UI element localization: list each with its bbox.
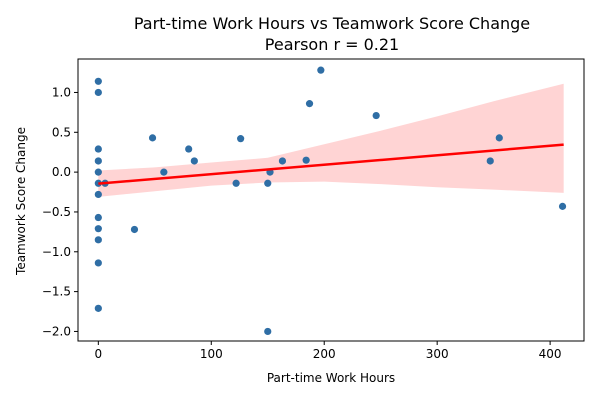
data-point (94, 236, 102, 244)
data-point (372, 111, 380, 120)
data-point (495, 134, 503, 142)
data-point (317, 66, 325, 74)
data-point (302, 156, 310, 164)
y-axis-ticks: −2.0 −1.5 −1.0 −0.5 0.0 0.5 1.0 (42, 85, 78, 338)
x-axis-label: Part-time Work Hours (267, 371, 395, 385)
data-point (190, 157, 198, 165)
data-point (264, 179, 272, 187)
regression-line-layer (98, 143, 564, 185)
x-axis-ticks: 0 100 200 300 400 (95, 341, 562, 361)
data-point (305, 100, 314, 108)
y-tick-label: −1.5 (42, 285, 71, 299)
data-point (232, 179, 240, 187)
data-point (94, 259, 102, 267)
x-tick-label: 400 (539, 347, 562, 361)
chart-subtitle: Pearson r = 0.21 (265, 35, 399, 54)
x-tick-label: 0 (95, 347, 103, 361)
data-point (185, 145, 193, 153)
chart-title: Part-time Work Hours vs Teamwork Score C… (134, 14, 530, 33)
confidence-band (98, 83, 564, 197)
data-point (160, 168, 168, 176)
y-tick-label: 1.0 (52, 85, 71, 99)
regression-line (98, 143, 564, 185)
data-point (94, 213, 102, 222)
x-tick-label: 200 (313, 347, 336, 361)
data-point (94, 145, 102, 153)
data-point (558, 202, 567, 210)
data-point (148, 134, 157, 142)
y-tick-label: −1.0 (42, 245, 71, 259)
y-tick-label: −2.0 (42, 324, 71, 338)
data-point (264, 327, 272, 336)
plot-area-frame (77, 58, 585, 342)
confidence-band-layer (98, 83, 564, 197)
data-point (237, 135, 245, 143)
data-point (278, 157, 287, 165)
data-point (94, 168, 102, 176)
x-tick-label: 100 (200, 347, 223, 361)
x-tick-label: 300 (426, 347, 449, 361)
y-tick-label: 0.0 (52, 165, 71, 179)
data-point (486, 157, 494, 165)
y-tick-label: −0.5 (42, 205, 71, 219)
y-tick-label: 0.5 (52, 125, 71, 139)
y-axis-label: Teamwork Score Change (14, 127, 28, 276)
data-point (94, 190, 102, 199)
data-point (94, 77, 102, 85)
data-point (130, 225, 139, 234)
data-point (94, 225, 102, 233)
data-point (94, 88, 102, 97)
data-points-layer (94, 66, 567, 336)
data-point (94, 304, 102, 312)
data-point (94, 157, 102, 165)
